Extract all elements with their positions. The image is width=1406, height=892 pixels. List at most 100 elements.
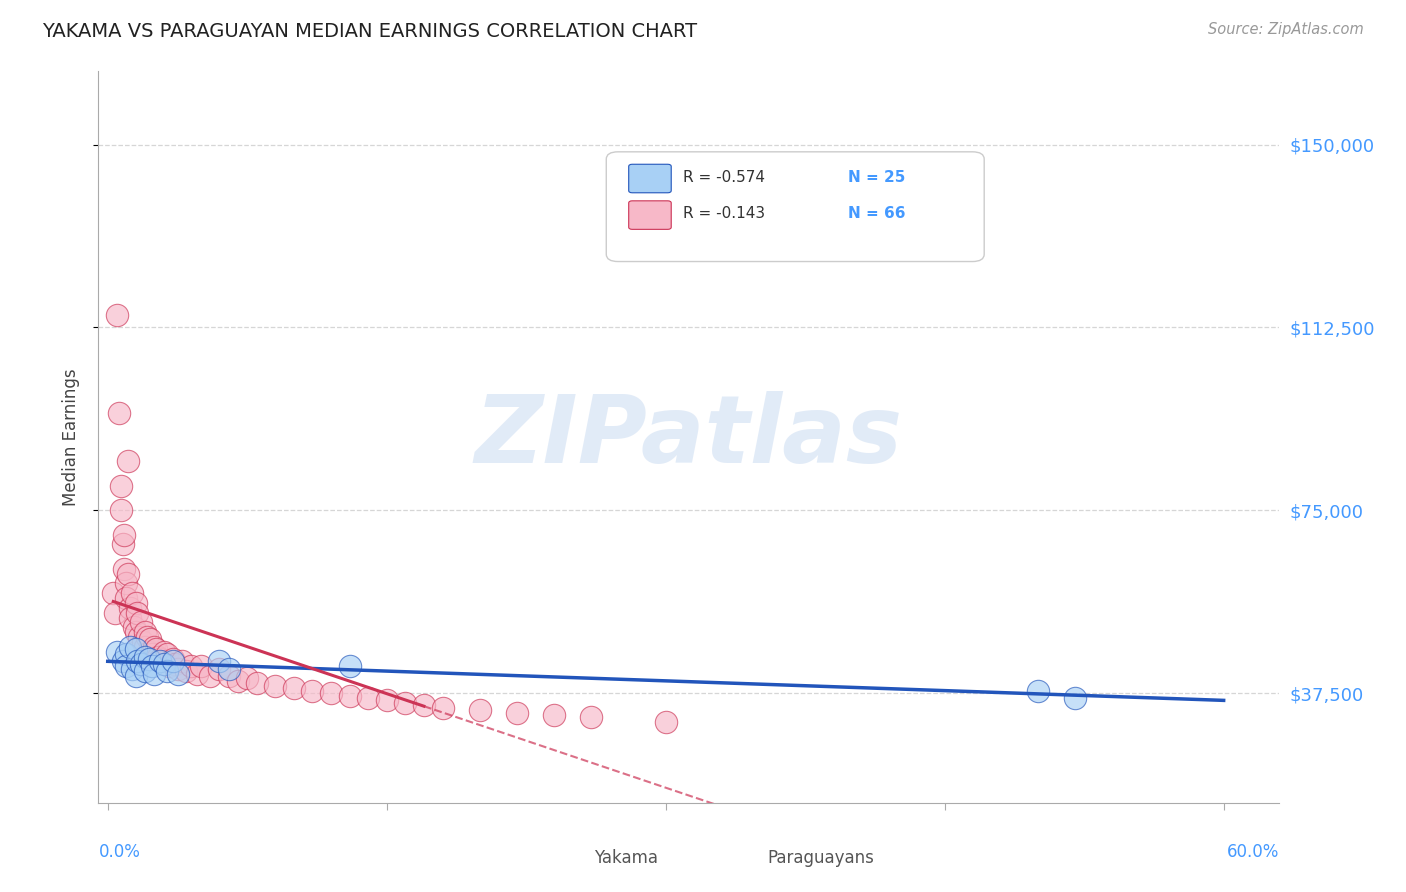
Text: 0.0%: 0.0%	[98, 843, 141, 861]
Point	[339, 689, 361, 703]
Point	[1063, 690, 1085, 705]
Point	[110, 503, 132, 517]
Point	[115, 576, 138, 591]
Point	[162, 654, 184, 668]
Point	[339, 659, 361, 673]
Point	[218, 662, 240, 676]
FancyBboxPatch shape	[606, 152, 984, 261]
Point	[138, 652, 160, 666]
Point	[149, 652, 172, 666]
Point	[139, 632, 162, 647]
Point	[108, 406, 131, 420]
Text: 60.0%: 60.0%	[1227, 843, 1279, 861]
Point	[543, 708, 565, 723]
Point	[226, 673, 249, 688]
Point	[149, 654, 172, 668]
Point	[132, 635, 155, 649]
FancyBboxPatch shape	[628, 201, 671, 229]
Text: Yakama: Yakama	[595, 848, 658, 867]
Point	[138, 645, 160, 659]
Point	[172, 654, 194, 668]
Text: Source: ZipAtlas.com: Source: ZipAtlas.com	[1208, 22, 1364, 37]
Point	[118, 610, 141, 624]
Point	[283, 681, 305, 696]
Text: ZIPatlas: ZIPatlas	[475, 391, 903, 483]
Point	[143, 640, 166, 654]
Point	[198, 669, 221, 683]
Point	[104, 606, 127, 620]
Point	[135, 630, 157, 644]
Point	[162, 652, 184, 666]
Point	[245, 676, 267, 690]
Point	[143, 666, 166, 681]
Point	[141, 659, 163, 673]
Point	[152, 657, 174, 671]
Point	[218, 669, 240, 683]
Point	[105, 645, 128, 659]
Point	[127, 606, 149, 620]
Point	[110, 479, 132, 493]
Point	[412, 698, 434, 713]
Text: N = 25: N = 25	[848, 169, 905, 185]
Point	[141, 647, 163, 661]
Point	[129, 615, 152, 630]
Point	[121, 662, 143, 676]
Point	[124, 642, 146, 657]
Point	[115, 591, 138, 605]
Point	[236, 672, 259, 686]
Point	[134, 640, 156, 654]
Point	[186, 666, 208, 681]
Point	[581, 710, 603, 724]
Point	[115, 647, 138, 661]
Point	[105, 308, 128, 322]
Point	[506, 706, 529, 720]
Point	[124, 596, 146, 610]
Point	[157, 659, 180, 673]
Point	[152, 645, 174, 659]
FancyBboxPatch shape	[721, 846, 761, 871]
Point	[180, 659, 202, 673]
FancyBboxPatch shape	[628, 164, 671, 193]
Point	[128, 630, 150, 644]
Point	[121, 586, 143, 600]
Text: R = -0.143: R = -0.143	[683, 206, 765, 221]
Point	[118, 640, 141, 654]
Point	[167, 662, 190, 676]
Point	[167, 666, 190, 681]
Point	[145, 642, 167, 657]
Point	[124, 625, 146, 640]
Point	[115, 659, 138, 673]
Point	[118, 600, 141, 615]
Point	[319, 686, 342, 700]
Point	[122, 620, 145, 634]
Point	[146, 649, 169, 664]
Point	[155, 654, 177, 668]
Point	[156, 664, 179, 678]
Point	[208, 654, 231, 668]
Point	[124, 669, 146, 683]
Point	[1026, 683, 1049, 698]
Point	[127, 654, 149, 668]
Point	[114, 562, 136, 576]
Point	[163, 657, 186, 671]
Text: N = 66: N = 66	[848, 206, 905, 221]
Point	[301, 683, 323, 698]
Text: Paraguayans: Paraguayans	[766, 848, 873, 867]
Point	[129, 657, 152, 671]
Point	[208, 662, 231, 676]
Point	[103, 586, 125, 600]
Point	[117, 566, 139, 581]
Point	[134, 649, 156, 664]
Text: R = -0.574: R = -0.574	[683, 169, 765, 185]
Point	[394, 696, 416, 710]
Point	[134, 625, 156, 640]
Point	[432, 700, 454, 714]
Point	[134, 664, 156, 678]
Point	[264, 679, 287, 693]
Point	[654, 715, 676, 730]
Point	[111, 654, 134, 668]
Point	[375, 693, 398, 707]
Point	[156, 647, 179, 661]
Point	[357, 690, 380, 705]
FancyBboxPatch shape	[550, 846, 589, 871]
